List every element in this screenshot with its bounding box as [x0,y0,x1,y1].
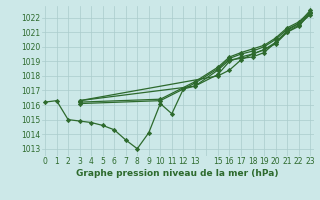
X-axis label: Graphe pression niveau de la mer (hPa): Graphe pression niveau de la mer (hPa) [76,169,279,178]
